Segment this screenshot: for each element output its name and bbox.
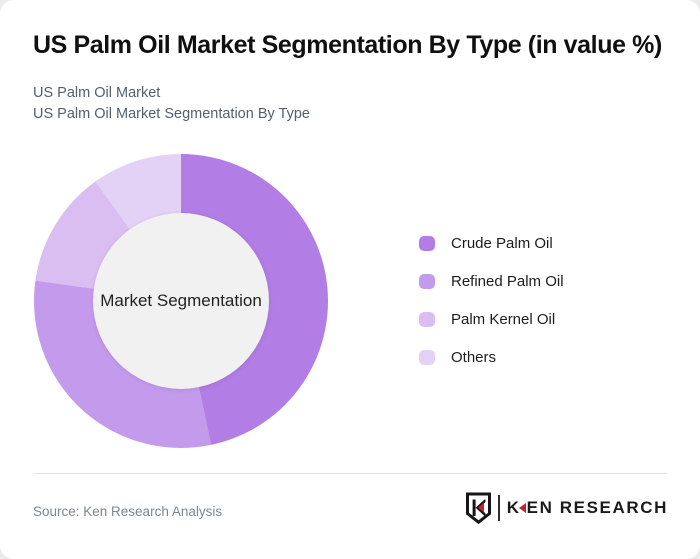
red-triangle-icon <box>518 503 526 513</box>
brand-letter-k: K <box>506 497 521 517</box>
legend-item: Crude Palm Oil <box>419 234 564 252</box>
legend-swatch-icon <box>419 311 435 327</box>
legend-label: Crude Palm Oil <box>451 234 553 252</box>
donut-center-label: Market Segmentation <box>100 291 262 310</box>
chart-legend: Crude Palm Oil Refined Palm Oil Palm Kerne… <box>419 235 564 387</box>
logo-separator <box>497 494 500 521</box>
legend-swatch-icon <box>419 349 435 365</box>
legend-label: Others <box>451 348 497 366</box>
footer-divider <box>33 473 667 474</box>
brand-name-rest: EN RESEARCH <box>526 497 668 517</box>
legend-item: Palm Kernel Oil <box>419 310 564 328</box>
ken-research-logo: K EN RESEARCH <box>465 491 668 524</box>
brand-wordmark: K EN RESEARCH <box>507 498 668 518</box>
donut-hole: Market Segmentation <box>93 213 269 389</box>
source-note: Source: Ken Research Analysis <box>33 504 223 519</box>
legend-label: Palm Kernel Oil <box>451 310 556 328</box>
chart-title: US Palm Oil Market Segmentation By Type … <box>33 31 662 59</box>
chart-subtitle: US Palm Oil Market US Palm Oil Market Se… <box>33 83 310 125</box>
legend-swatch-icon <box>419 273 435 289</box>
subtitle-line-2: US Palm Oil Market Segmentation By Type <box>33 106 310 122</box>
subtitle-line-1: US Palm Oil Market <box>33 85 161 101</box>
legend-item: Others <box>419 348 564 366</box>
shield-k-icon <box>465 492 491 524</box>
legend-swatch-icon <box>419 235 435 251</box>
donut-chart: Market Segmentation <box>34 154 328 448</box>
legend-label: Refined Palm Oil <box>451 272 564 290</box>
legend-item: Refined Palm Oil <box>419 272 564 290</box>
